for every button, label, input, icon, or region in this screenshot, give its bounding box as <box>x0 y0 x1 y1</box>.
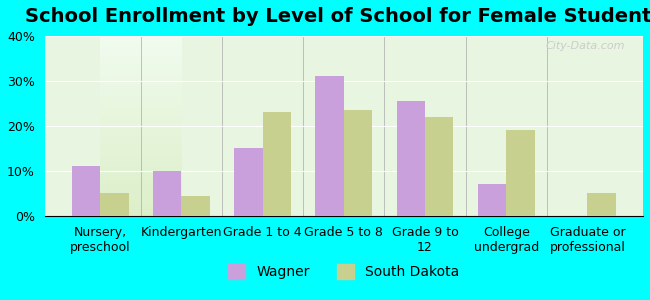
Bar <box>588 194 616 216</box>
Bar <box>72 167 100 216</box>
Legend: Wagner, South Dakota: Wagner, South Dakota <box>223 259 465 285</box>
Bar <box>344 110 372 216</box>
Bar <box>315 76 344 216</box>
Bar <box>181 196 210 216</box>
Text: City-Data.com: City-Data.com <box>545 41 625 51</box>
Bar <box>263 112 291 216</box>
Bar <box>478 184 506 216</box>
Bar <box>100 194 129 216</box>
Bar <box>506 130 535 216</box>
Bar <box>234 148 263 216</box>
Bar <box>425 117 454 216</box>
Bar <box>396 101 425 216</box>
Bar <box>153 171 181 216</box>
Title: School Enrollment by Level of School for Female Students: School Enrollment by Level of School for… <box>25 7 650 26</box>
